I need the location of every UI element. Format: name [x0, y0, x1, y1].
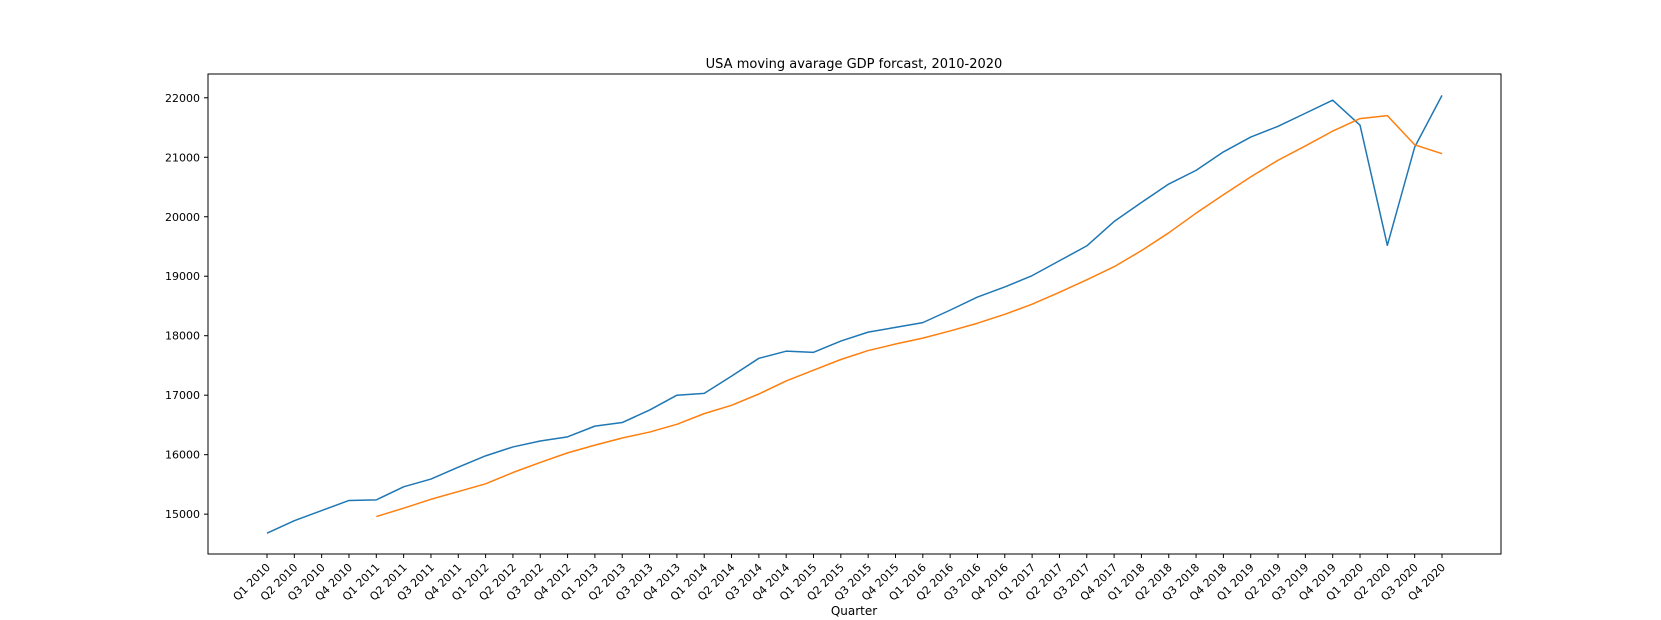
y-tick-label: 17000	[165, 389, 200, 402]
y-tick-label: 21000	[165, 151, 200, 164]
y-axis: 15000 16000 17000 18000 19000 20000 21000 22000	[165, 92, 208, 521]
y-tick-label: 19000	[165, 270, 200, 283]
chart-title: USA moving avarage GDP forcast, 2010-202…	[706, 57, 1003, 72]
series-line-1	[266, 95, 1443, 534]
plot-frame	[207, 73, 1502, 555]
y-tick-label: 18000	[165, 330, 200, 343]
y-tick-label: 16000	[165, 449, 200, 462]
series-line-2	[376, 114, 1443, 518]
y-tick-label: 15000	[165, 508, 200, 521]
series-layer	[266, 95, 1443, 534]
y-tick-label: 20000	[165, 211, 200, 224]
x-axis-label: Quarter	[831, 604, 877, 618]
y-tick-label: 22000	[165, 92, 200, 105]
